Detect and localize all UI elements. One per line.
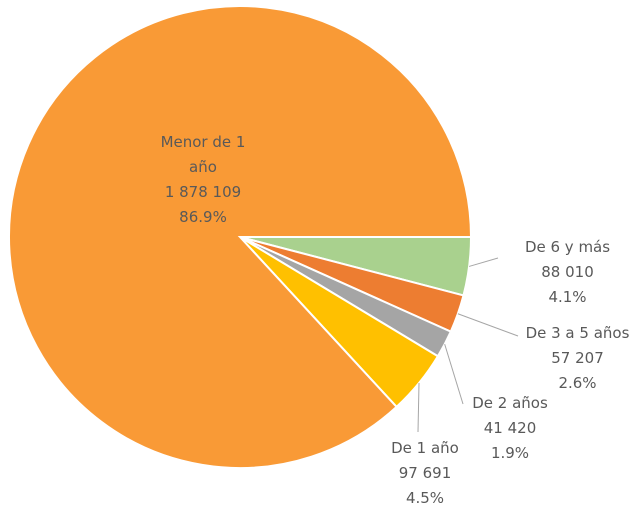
category-label: De 6 y más [524, 238, 611, 256]
data-label: De 3 a 5 años 57 207 2.6% [515, 321, 636, 396]
value-label: 88 010 [541, 263, 594, 281]
category-label: Menor de 1 año [160, 133, 246, 176]
percent-label: 4.5% [405, 489, 445, 507]
data-label: De 6 y más 88 010 4.1% [510, 235, 625, 310]
leader-line [444, 343, 464, 405]
value-label: 97 691 [398, 464, 452, 482]
category-label: De 2 años [472, 394, 548, 412]
data-label: De 1 año 97 691 4.5% [370, 436, 480, 511]
category-label: De 1 año [391, 439, 459, 457]
data-label: De 2 años 41 420 1.9% [455, 391, 565, 466]
value-label: 1 878 109 [164, 183, 242, 201]
percent-label: 86.9% [179, 208, 227, 226]
pie-slice [8, 5, 473, 469]
percent-label: 2.6% [558, 374, 597, 392]
percent-label: 1.9% [490, 444, 530, 462]
value-label: 57 207 [551, 349, 604, 367]
leader-line [468, 257, 499, 267]
value-label: 41 420 [483, 419, 537, 437]
leader-line [417, 382, 420, 433]
percent-label: 4.1% [548, 288, 587, 306]
leader-line [457, 313, 519, 337]
category-label: De 3 a 5 años [525, 324, 630, 342]
data-label: Menor de 1 año 1 878 109 86.9% [148, 130, 258, 230]
